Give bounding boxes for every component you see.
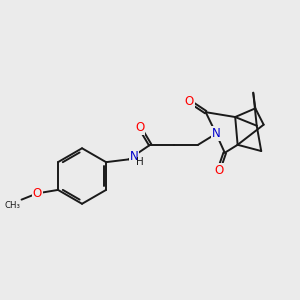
Text: O: O bbox=[214, 164, 223, 177]
Text: O: O bbox=[32, 187, 42, 200]
Text: N: N bbox=[130, 150, 138, 164]
Text: CH₃: CH₃ bbox=[4, 201, 20, 210]
Text: H: H bbox=[136, 158, 144, 167]
Text: O: O bbox=[135, 121, 144, 134]
Text: N: N bbox=[212, 127, 220, 140]
Text: O: O bbox=[184, 94, 194, 108]
